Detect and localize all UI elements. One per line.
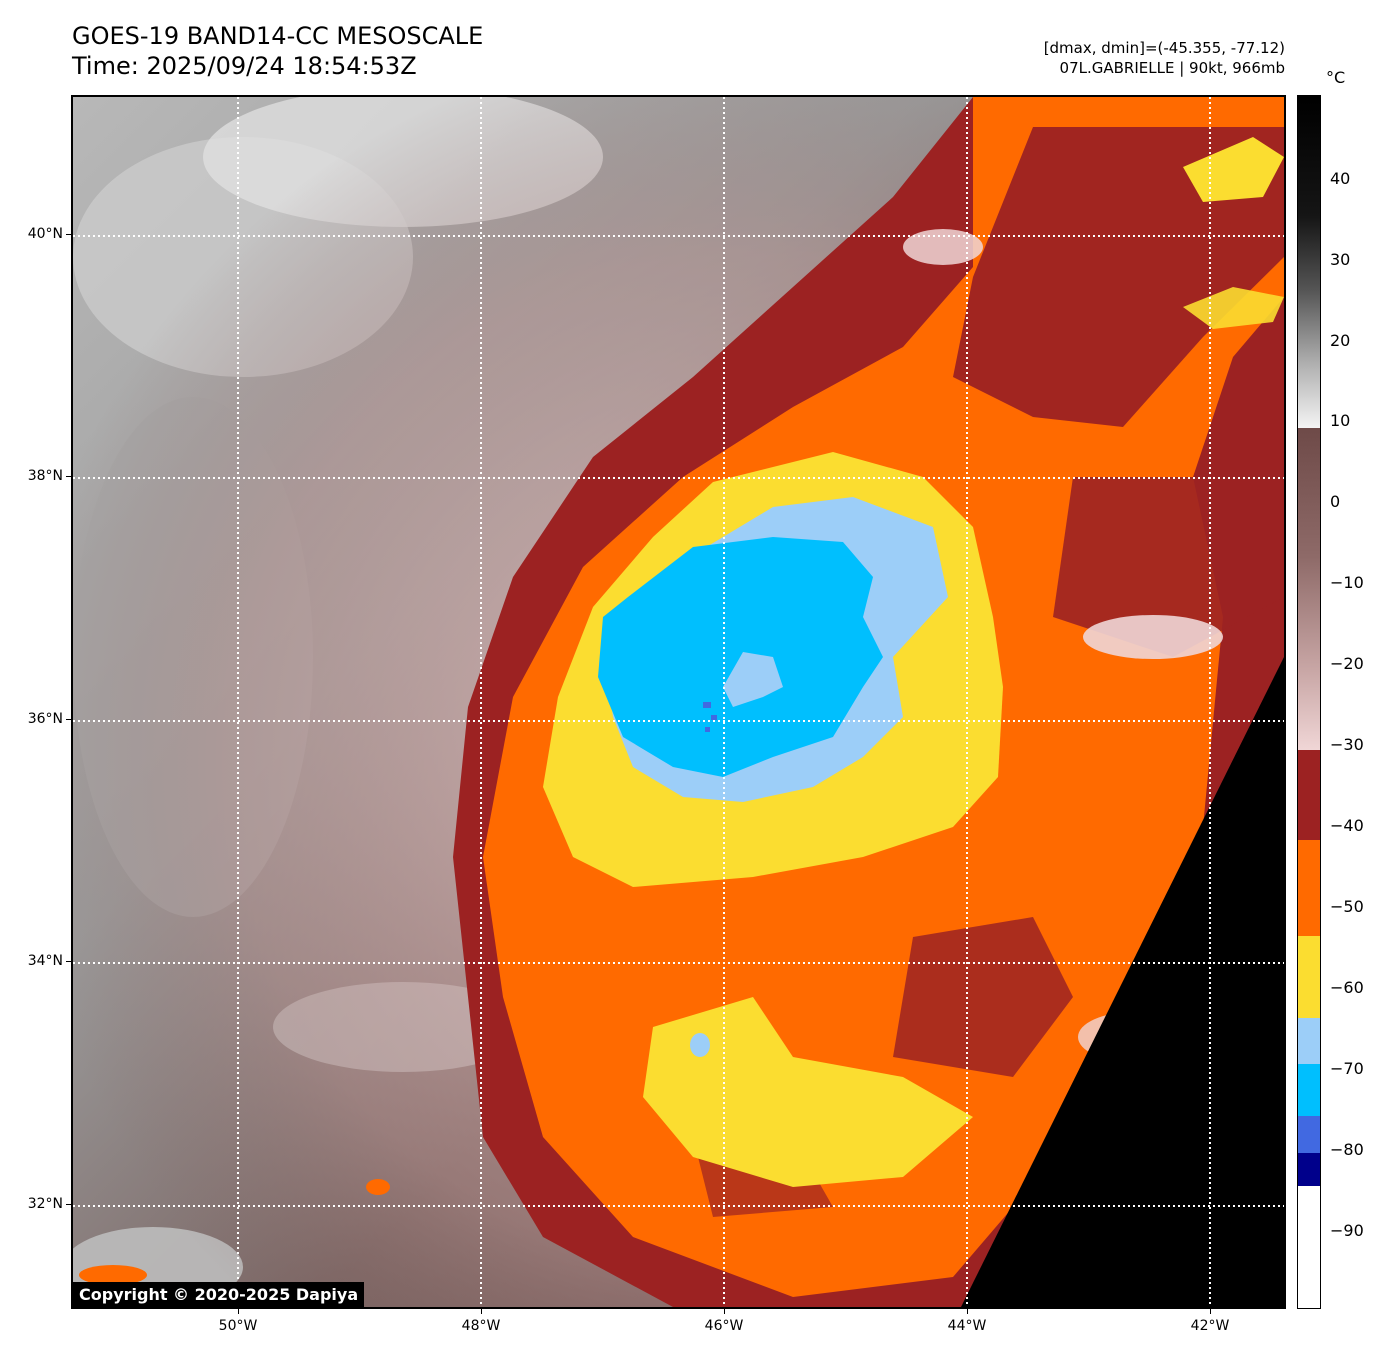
colorbar-segment-cyan (1298, 1064, 1320, 1116)
lat-label-40n: 40°N (27, 226, 63, 242)
satellite-map (71, 95, 1286, 1309)
colorbar-label: −90 (1330, 1221, 1364, 1240)
observation-time: Time: 2025/09/24 18:54:53Z (72, 52, 417, 80)
colorbar-label: −10 (1330, 573, 1364, 592)
colorbar-label: −20 (1330, 654, 1364, 673)
colorbar-segment-brown-pink (1298, 428, 1320, 750)
colorbar-label: 10 (1330, 411, 1351, 430)
dark-red-spiral (953, 127, 1284, 427)
deep-convection-speck (703, 702, 711, 708)
data-range-info: [dmax, dmin]=(-45.355, -77.12) (1043, 39, 1285, 57)
dark-red-spiral (1053, 477, 1284, 657)
colorbar-label: 40 (1330, 169, 1351, 188)
lat-label-34n: 34°N (27, 953, 63, 969)
graticule (73, 97, 1284, 1307)
lat-label-32n: 32°N (27, 1196, 63, 1212)
orange-cloud-speck (79, 1265, 147, 1285)
colorbar-label: −50 (1330, 897, 1364, 916)
colorbar-segment-light-blue (1298, 1018, 1320, 1064)
deep-convection-speck (711, 715, 717, 720)
colorbar-label: −60 (1330, 978, 1364, 997)
lon-tick (967, 1309, 968, 1314)
colorbar-segment-dark-red (1298, 750, 1320, 840)
colorbar-label: 30 (1330, 250, 1351, 269)
colorbar-label: 0 (1330, 492, 1341, 511)
colorbar-label: −30 (1330, 735, 1364, 754)
lon-tick (724, 1309, 725, 1314)
lat-tick (66, 719, 71, 720)
colorbar-segment-royal-blue (1298, 1116, 1320, 1153)
colorbar-segment-orange (1298, 840, 1320, 936)
lat-tick (66, 1204, 71, 1205)
colorbar-segment-white (1298, 1186, 1320, 1308)
colorbar-label: −40 (1330, 816, 1364, 835)
lat-tick (66, 961, 71, 962)
lat-tick (66, 234, 71, 235)
pink-cloud-patch (903, 229, 983, 265)
colorbar-segment-black (1298, 96, 1320, 216)
light-blue-spot (690, 1033, 710, 1057)
satellite-imagery (73, 97, 1284, 1307)
colorbar-unit: °C (1326, 68, 1346, 87)
temperature-colorbar (1297, 95, 1321, 1309)
no-data-region (961, 657, 1284, 1307)
colorbar-label: 20 (1330, 331, 1351, 350)
lat-tick (66, 476, 71, 477)
lon-tick (481, 1309, 482, 1314)
deep-convection-speck (705, 727, 710, 732)
colorbar-segment-yellow (1298, 936, 1320, 1018)
lon-label-48w: 48°W (461, 1318, 501, 1334)
yellow-convection (1183, 287, 1284, 329)
yellow-convection (643, 997, 973, 1187)
yellow-convection (1183, 137, 1284, 202)
storm-info: 07L.GABRIELLE | 90kt, 966mb (1059, 59, 1285, 77)
lat-label-38n: 38°N (27, 468, 63, 484)
colorbar-label: −70 (1330, 1059, 1364, 1078)
orange-cloud-speck (366, 1179, 390, 1195)
lon-tick (238, 1309, 239, 1314)
lon-label-50w: 50°W (218, 1318, 258, 1334)
eye-feature (723, 652, 783, 707)
lon-label-46w: 46°W (704, 1318, 744, 1334)
lon-label-44w: 44°W (947, 1318, 987, 1334)
lat-label-36n: 36°N (27, 711, 63, 727)
colorbar-segment-navy (1298, 1153, 1320, 1186)
pink-cloud-patch (1083, 615, 1223, 659)
copyright-badge: Copyright © 2020-2025 Dapiya (73, 1282, 365, 1307)
lon-tick (1210, 1309, 1211, 1314)
colorbar-segment-gray (1298, 216, 1320, 428)
product-title: GOES-19 BAND14-CC MESOSCALE (72, 22, 484, 50)
colorbar-label: −80 (1330, 1140, 1364, 1159)
lon-label-42w: 42°W (1190, 1318, 1230, 1334)
dark-red-spiral (893, 917, 1073, 1077)
